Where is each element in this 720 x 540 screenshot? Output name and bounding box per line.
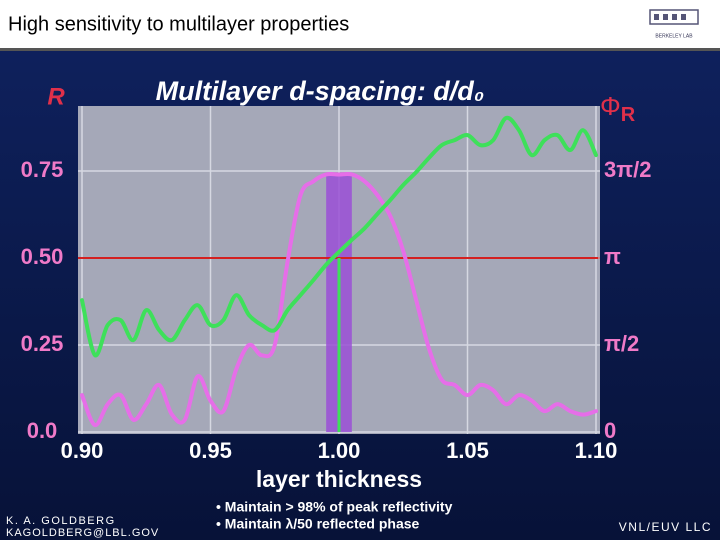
logo-text: BERKELEY LAB	[655, 33, 693, 39]
logo: BERKELEY LAB	[649, 9, 699, 39]
header-bar	[0, 0, 720, 50]
note: • Maintain λ/50 reflected phase	[216, 516, 420, 532]
x-tick-label: 1.10	[575, 438, 618, 463]
note: • Maintain > 98% of peak reflectivity	[216, 499, 453, 515]
y-tick-label: 0.25	[21, 331, 64, 356]
y2-label-main: Φ	[600, 91, 621, 121]
chart-title: Multilayer d-spacing: d/d₀	[156, 76, 485, 106]
x-tick-label: 0.95	[189, 438, 232, 463]
footer-org: VNL/EUV LLC	[619, 520, 712, 534]
y2-axis-label: ΦR	[600, 91, 636, 126]
header-rule	[0, 48, 720, 51]
y2-tick-label: 0	[604, 418, 616, 443]
y-tick-label: 0.75	[21, 157, 64, 182]
data-line	[80, 171, 598, 428]
y-axis-label: R	[47, 83, 65, 110]
x-tick-label: 1.05	[446, 438, 489, 463]
data-line	[80, 115, 598, 358]
y2-tick-label: 3π/2	[604, 157, 651, 182]
y-tick-label: 0.0	[27, 418, 58, 443]
x-tick-label: 1.00	[318, 438, 361, 463]
x-axis-label: layer thickness	[256, 466, 422, 492]
y2-label-sub: R	[621, 104, 636, 126]
y2-tick-label: π	[604, 244, 621, 269]
footer-author: K. A. GOLDBERG	[6, 515, 116, 527]
x-tick-label: 0.90	[61, 438, 104, 463]
y2-tick-label: π/2	[604, 331, 639, 356]
y-tick-label: 0.50	[21, 244, 64, 269]
slide-title: High sensitivity to multilayer propertie…	[8, 13, 349, 35]
footer-email: KAGOLDBERG@LBL.GOV	[6, 527, 159, 539]
